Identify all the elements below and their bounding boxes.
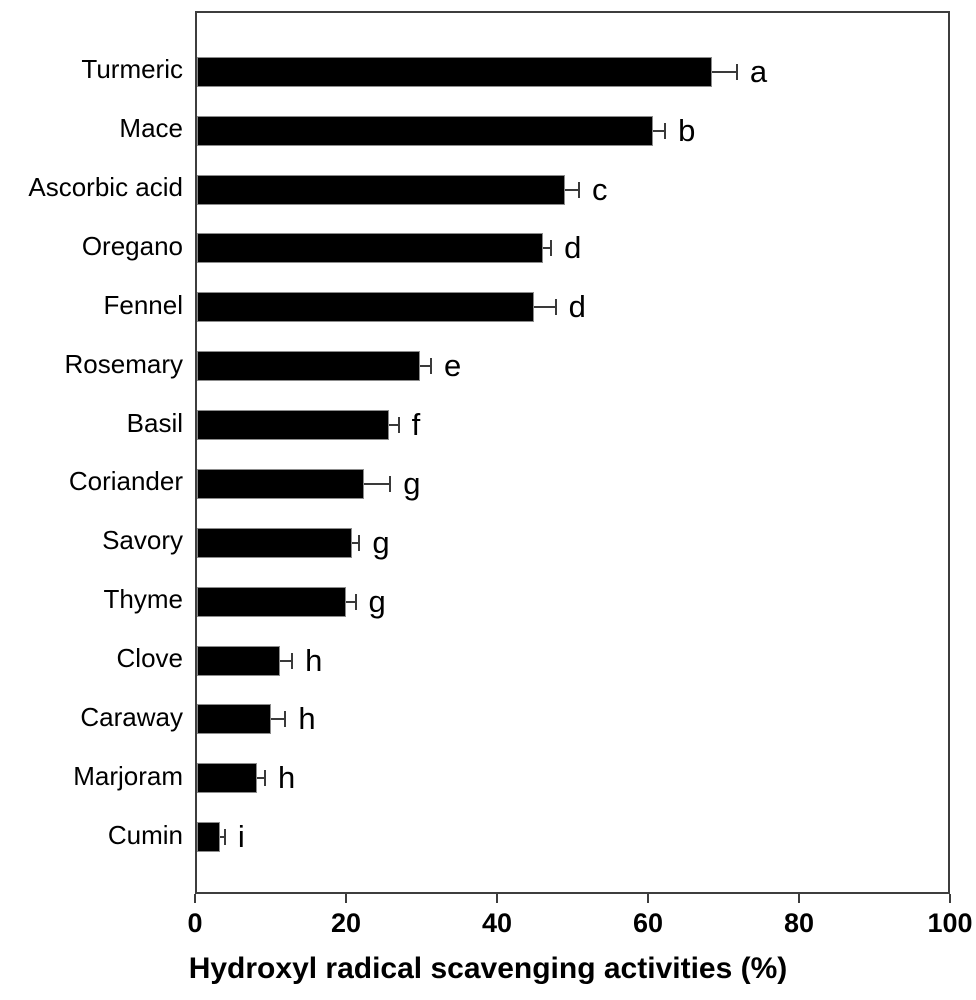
error-bar-line [542,247,552,250]
significance-letter: a [749,53,768,89]
error-bar-line [351,541,360,544]
x-axis-tick-label: 40 [481,908,513,938]
error-bar-cap [358,534,361,551]
significance-letter: d [568,289,586,325]
error-bar-line [534,306,556,309]
error-bar-cap [554,299,557,316]
significance-letter: h [305,642,323,678]
bar [197,468,364,499]
x-axis-tick [798,894,800,903]
error-bar-cap [284,711,287,728]
category-label: Rosemary [64,348,183,379]
category-label: Savory [102,525,183,556]
category-label: Mace [119,113,183,144]
error-bar-line [565,188,580,191]
error-bar-line [419,365,432,368]
bar [197,645,281,676]
category-label: Fennel [103,289,184,320]
bar [197,410,389,441]
bar [197,174,566,205]
significance-letter: i [237,819,245,855]
error-bar-line [388,424,399,427]
category-label: Marjoram [73,760,183,791]
category-label: Turmeric [81,54,183,85]
error-bar-cap [389,475,392,492]
bar [197,233,543,264]
x-axis-tick [647,894,649,903]
error-bar-line [711,70,737,73]
bar [197,763,257,794]
bar [197,56,712,87]
significance-letter: c [592,171,608,207]
error-bar-line [346,600,356,603]
error-bar-line [220,836,225,839]
bar [197,351,420,382]
significance-letter: h [298,701,316,737]
error-bar-cap [430,358,433,375]
significance-letter: b [678,112,696,148]
error-bar-cap [397,417,400,434]
bar [197,704,271,735]
x-axis-tick [496,894,498,903]
category-label: Caraway [80,701,183,732]
x-axis-tick-label: 80 [783,908,815,938]
x-axis-title: Hydroxyl radical scavenging activities (… [188,952,788,985]
error-bar-cap [664,122,667,139]
error-bar-cap [735,63,738,80]
error-bar-cap [223,829,226,846]
bar [197,115,654,146]
bar [197,527,352,558]
error-bar-line [256,777,265,780]
significance-letter: g [372,524,390,560]
category-label: Cumin [107,819,183,850]
significance-letter: d [564,230,582,266]
category-label: Clove [116,643,183,674]
error-bar-cap [354,593,357,610]
error-bar-cap [291,652,294,669]
x-axis-tick-label: 20 [330,908,362,938]
error-bar-line [653,129,666,132]
bar [197,586,347,617]
significance-letter: g [368,583,386,619]
significance-letter: f [411,407,421,443]
error-bar-cap [550,240,553,257]
error-bar-cap [578,181,581,198]
error-bar-cap [263,770,266,787]
significance-letter: e [444,348,462,384]
x-axis-tick [194,894,196,903]
x-axis-tick-label: 100 [927,908,973,938]
x-axis-tick [345,894,347,903]
category-label: Basil [126,407,183,438]
x-axis-tick-label: 0 [187,908,203,938]
error-bar-line [270,718,286,721]
error-bar-line [363,482,391,485]
x-axis-tick [949,894,951,903]
category-label: Oregano [81,230,183,261]
bar [197,292,535,323]
category-label: Thyme [103,584,183,615]
bar [197,822,221,853]
significance-letter: h [277,760,296,796]
error-bar-line [280,659,293,662]
category-label: Ascorbic acid [28,172,183,203]
category-label: Coriander [68,466,183,497]
x-axis-tick-label: 60 [632,908,664,938]
significance-letter: g [403,465,421,501]
